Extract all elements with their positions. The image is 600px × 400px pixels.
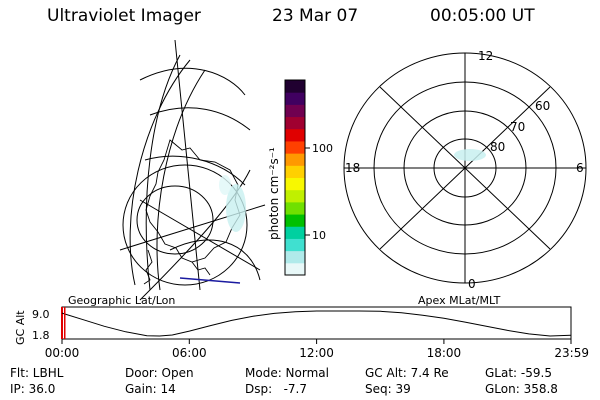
- lat-label-60: 60: [535, 99, 550, 113]
- info-seq: Seq: 39: [365, 382, 411, 396]
- polar-plot: [343, 52, 587, 284]
- colorbar-segment: [285, 140, 305, 154]
- orbit-ytick-9: 9.0: [32, 308, 50, 321]
- mlt-label-12: 12: [478, 49, 493, 63]
- info-glat: GLat: -59.5: [485, 366, 552, 380]
- colorbar-unit-label: photon cm⁻²s⁻¹: [267, 147, 281, 240]
- colorbar-segment: [285, 226, 305, 239]
- colorbar-segment: [285, 250, 305, 264]
- lat-label-70: 70: [510, 120, 525, 134]
- info-mode: Mode: Normal: [245, 366, 329, 380]
- polar-panel-label: Apex MLat/MLT: [418, 294, 501, 307]
- colorbar-tick-label-100: 100: [312, 142, 333, 155]
- colorbar-segment: [285, 214, 305, 227]
- orbit-xtick-label: 23:59: [554, 346, 589, 360]
- info-door: Door: Open: [125, 366, 194, 380]
- mlt-label-6: 6: [576, 161, 584, 175]
- orbit-xtick-label: 06:00: [172, 346, 207, 360]
- orbit-xtick-label: 18:00: [427, 346, 462, 360]
- info-gc-alt: GC Alt: 7.4 Re: [365, 366, 449, 380]
- colorbar-segment: [285, 104, 305, 118]
- polar-aurora-patch: [454, 149, 486, 161]
- colorbar-segment: [285, 116, 305, 130]
- mlt-label-18: 18: [345, 161, 360, 175]
- colorbar-segment: [285, 128, 305, 142]
- geo-panel-label: Geographic Lat/Lon: [68, 294, 175, 307]
- colorbar-segment: [285, 153, 305, 166]
- colorbar-segment: [285, 262, 305, 276]
- info-filter: Flt: LBHL: [10, 366, 64, 380]
- mlt-label-0: 0: [468, 277, 476, 291]
- info-glon: GLon: 358.8: [485, 382, 558, 396]
- colorbar-tick-label-10: 10: [312, 229, 326, 242]
- info-ip: IP: 36.0: [10, 382, 56, 396]
- colorbar-segment: [285, 80, 305, 93]
- colorbar-segment: [285, 189, 305, 203]
- colorbar-segment: [285, 92, 305, 105]
- geo-map-panel: [119, 39, 266, 301]
- date-label: 23 Mar 07: [272, 6, 359, 26]
- orbit-xtick-label: 00:00: [45, 346, 80, 360]
- colorbar-frame: [284, 79, 306, 276]
- info-gain: Gain: 14: [125, 382, 176, 396]
- colorbar-segment: [285, 238, 305, 252]
- orbit-ylabel: GC Alt: [14, 310, 27, 345]
- colorbar-segment: [285, 201, 305, 215]
- info-dsp: Dsp: -7.7: [245, 382, 308, 396]
- orbit-altitude-line: [61, 310, 572, 337]
- orbit-xtick-label: 12:00: [299, 346, 334, 360]
- colorbar: [285, 80, 305, 276]
- colorbar-segment: [285, 177, 305, 191]
- orbit-ytick-1.8: 1.8: [32, 329, 50, 342]
- orbit-xticks: 00:00 06:00 12:00 18:00 23:59: [45, 339, 589, 360]
- colorbar-segment: [285, 165, 305, 178]
- lat-label-80: 80: [490, 140, 505, 154]
- instrument-title: Ultraviolet Imager: [47, 6, 201, 26]
- time-label: 00:05:00 UT: [430, 6, 535, 26]
